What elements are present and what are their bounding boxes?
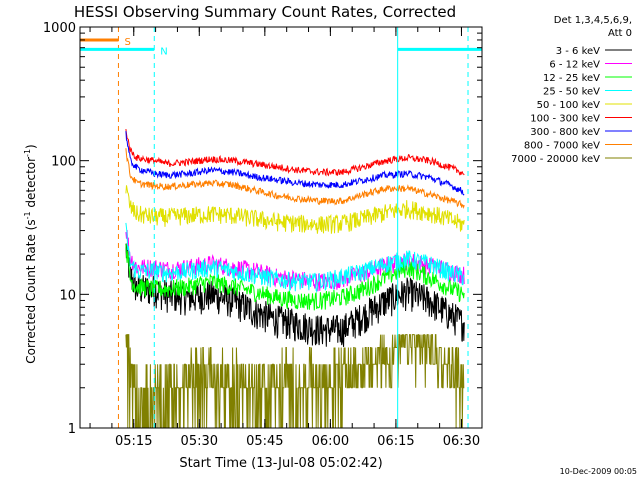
timestamp: 10-Dec-2009 00:05 xyxy=(560,467,637,476)
y-tick-label-2: 100 xyxy=(51,155,76,170)
x-tick-label-3: 06:00 xyxy=(312,434,349,449)
series-line-12-25-kev xyxy=(125,243,465,311)
y-axis-label-sup2: -1 xyxy=(23,149,32,157)
legend-label-12-25-kev: 12 - 25 keV xyxy=(543,73,600,84)
x-tick-label-5: 06:30 xyxy=(443,434,480,449)
legend-label-7000-20000-kev: 7000 - 20000 keV xyxy=(511,154,600,165)
axes-layer: 1 10 100 1000 05:15 05:30 05:45 06:00 06:15 06:30 xyxy=(43,21,483,449)
series-line-50-100-kev xyxy=(125,185,465,234)
plot-frame xyxy=(79,26,483,429)
legend-label-6-12-kev: 6 - 12 keV xyxy=(549,60,600,71)
series-line-25-50-kev xyxy=(125,222,465,294)
y-axis-label-end: ) xyxy=(24,144,38,149)
legend-header-0: Det 1,3,4,5,6,9, xyxy=(554,15,632,26)
x-tick-label-4: 06:15 xyxy=(377,434,414,449)
y-axis-label-main: Corrected Count Rate (s xyxy=(24,219,38,363)
series-line-800-7000-kev xyxy=(125,148,465,210)
legend-label-50-100-kev: 50 - 100 keV xyxy=(537,100,601,111)
legend-label-100-300-kev: 100 - 300 keV xyxy=(530,114,600,125)
y-axis-label: Corrected Count Rate (s-1 detector-1) xyxy=(23,144,38,363)
legend-label-3-6-kev: 3 - 6 keV xyxy=(556,46,600,57)
flag-n-label: N xyxy=(160,46,167,57)
series-line-7000-20000-kev xyxy=(125,334,465,429)
legend-label-300-800-kev: 300 - 800 keV xyxy=(530,127,600,138)
series-line-100-300-kev xyxy=(125,129,465,177)
x-tick-label-0: 05:15 xyxy=(115,434,152,449)
x-axis-label: Start Time (13-Jul-08 05:02:42) xyxy=(179,456,382,471)
series-line-300-800-kev xyxy=(125,131,465,196)
legend-label-25-50-kev: 25 - 50 keV xyxy=(543,87,600,98)
legend-label-800-7000-kev: 800 - 7000 keV xyxy=(524,141,600,152)
y-tick-label-0: 1 xyxy=(68,422,76,437)
y-tick-label-1: 10 xyxy=(59,288,76,303)
flag-s-label: S xyxy=(124,37,130,48)
chart-title: HESSI Observing Summary Count Rates, Cor… xyxy=(74,3,456,21)
series-line-3-6-kev xyxy=(125,242,465,347)
legend: Det 1,3,4,5,6,9, Att 0 3 - 6 keV 6 - 12 keV… xyxy=(511,15,632,165)
data-layer: SN xyxy=(80,27,482,429)
x-tick-label-1: 05:30 xyxy=(181,434,218,449)
x-tick-label-2: 05:45 xyxy=(246,434,283,449)
y-axis-label-mid: detector xyxy=(24,157,38,212)
y-tick-label-3: 1000 xyxy=(43,21,76,36)
legend-header-1: Att 0 xyxy=(608,28,632,39)
y-axis-label-sup1: -1 xyxy=(23,211,32,219)
